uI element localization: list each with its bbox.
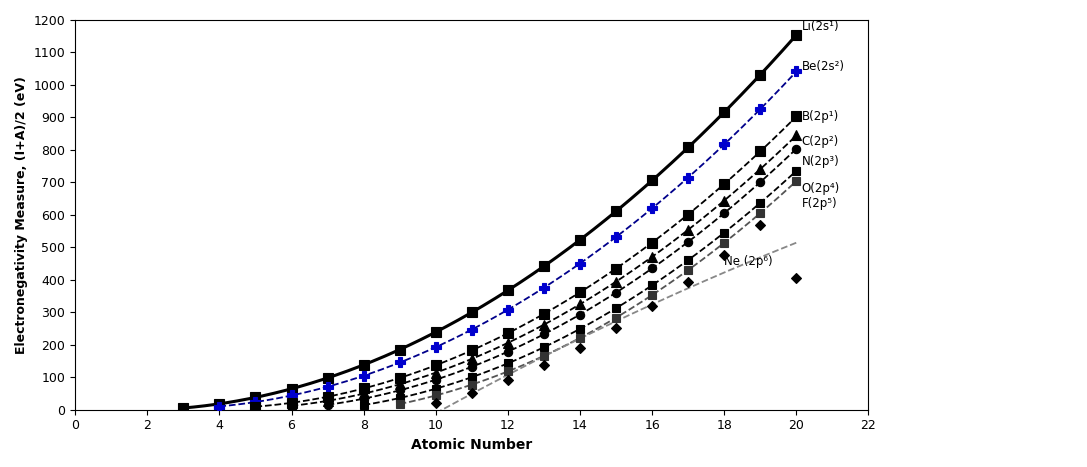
Text: F(2p⁵): F(2p⁵) <box>802 198 837 210</box>
Text: Ne (2p⁶): Ne (2p⁶) <box>724 255 773 268</box>
Text: Li(2s¹): Li(2s¹) <box>802 21 839 34</box>
X-axis label: Atomic Number: Atomic Number <box>411 438 533 452</box>
Y-axis label: Electronegativity Measure, (I+A)/2 (eV): Electronegativity Measure, (I+A)/2 (eV) <box>15 76 28 354</box>
Text: C(2p²): C(2p²) <box>802 135 839 149</box>
Text: N(2p³): N(2p³) <box>802 155 839 168</box>
Text: B(2p¹): B(2p¹) <box>802 110 839 123</box>
Text: O(2p⁴): O(2p⁴) <box>802 182 840 195</box>
Text: Be(2s²): Be(2s²) <box>802 60 845 73</box>
